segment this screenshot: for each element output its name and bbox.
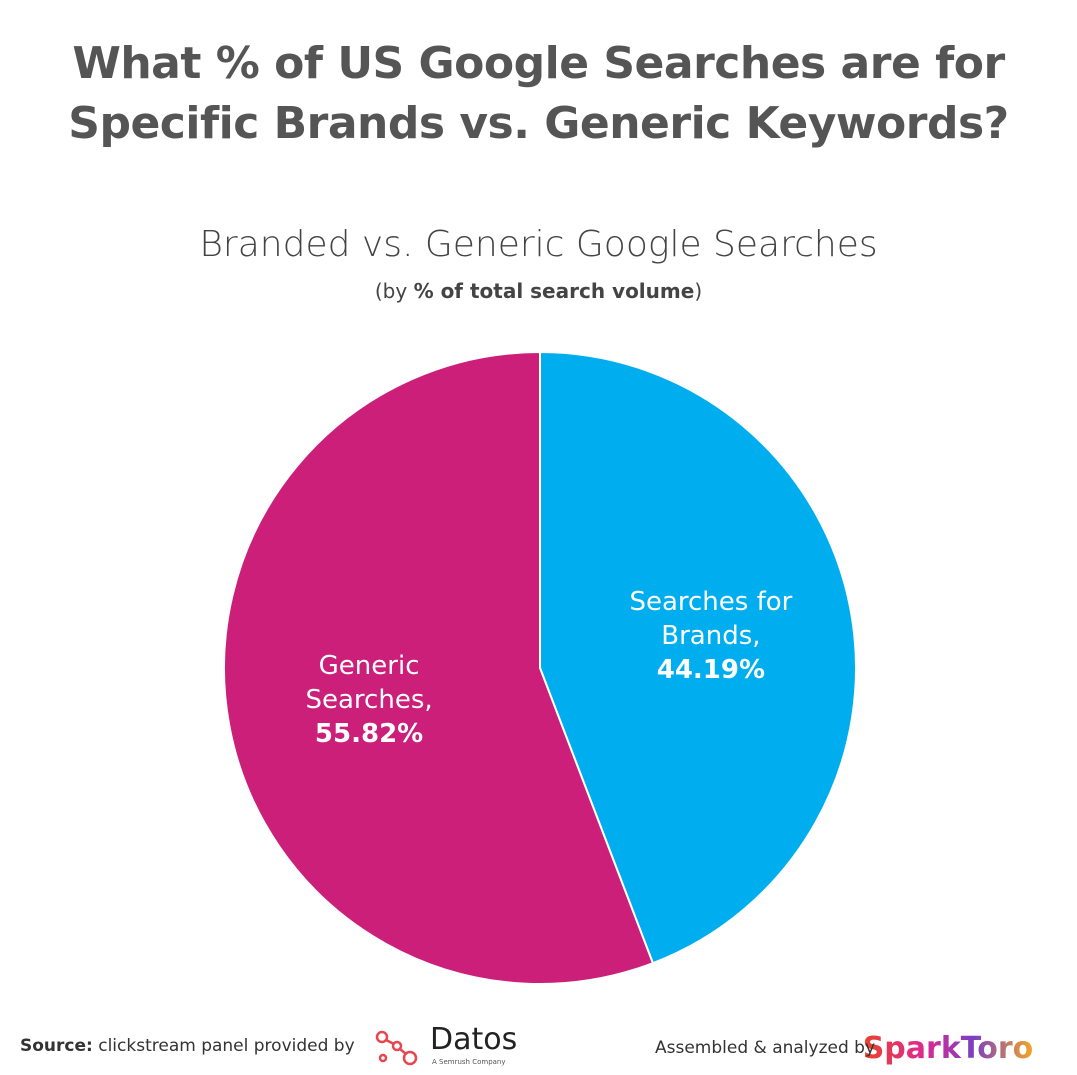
chart-title: Branded vs. Generic Google Searches	[199, 224, 878, 265]
title-line: What % of US Google Searches are for	[72, 38, 1005, 89]
slice-label: Searches for Brands, 44.19%	[601, 585, 821, 687]
slice-value: 44.19%	[656, 655, 766, 686]
subtitle-part: (by	[374, 279, 414, 303]
slice-name: Generic Searches,	[305, 650, 433, 715]
assembled: Assembled & analyzed by	[655, 1038, 876, 1058]
pie-slice	[223, 350, 655, 985]
sparktoro: SparkToro	[863, 1031, 1034, 1066]
slice-name: Searches for Brands,	[629, 587, 793, 652]
chart-subtitle: (by % of total search volume)	[0, 279, 1077, 303]
slice-value: 55.82%	[314, 718, 424, 749]
source-text: clickstream panel provided by	[98, 1036, 355, 1056]
source: Source: clickstream panel provided by	[20, 1036, 355, 1056]
pie-slice	[539, 350, 857, 965]
datos-tag: A Semrush Company	[432, 1058, 506, 1066]
subtitle-part: % of total search volume	[413, 279, 695, 303]
slice-label: Generic Searches, 55.82%	[259, 649, 479, 751]
datos: Datos	[430, 1022, 518, 1057]
source-label: Source:	[20, 1036, 93, 1056]
subtitle-part: )	[694, 279, 703, 303]
title-line: Specific Brands vs. Generic Keywords?	[68, 98, 1009, 149]
datos-logo	[375, 1030, 418, 1066]
